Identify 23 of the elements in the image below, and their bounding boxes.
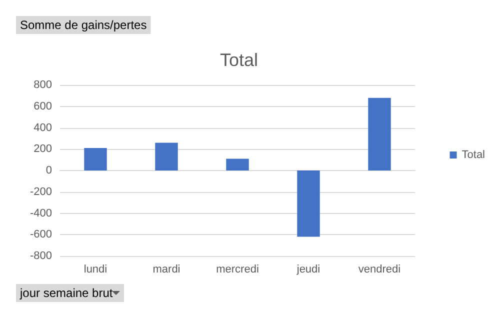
y-tick-label: -600 [30,228,52,241]
bar [297,170,320,237]
bar [226,158,249,170]
legend-label: Total [462,149,486,161]
x-tick-label: jeudi [296,264,320,276]
y-tick-label: -400 [30,207,52,220]
y-tick-label: 400 [34,122,52,134]
x-axis-title: jour semaine brut [19,286,114,300]
x-tick-label: lundi [84,264,108,276]
chart-title: Total [220,50,258,70]
y-tick-label: -200 [30,186,52,198]
x-tick-label: vendredi [358,264,401,276]
x-tick-label: mardi [152,264,180,276]
y-axis-title: Somme de gains/pertes [20,18,147,32]
y-tick-label: 200 [34,143,52,156]
bar [84,148,107,170]
bar [368,98,391,170]
y-tick-label: 800 [34,79,52,91]
y-tick-label: 0 [46,164,52,176]
x-tick-label: mercredi [216,264,259,276]
y-tick-label: 600 [34,100,52,112]
bar [155,142,178,170]
y-tick-label: -800 [30,250,52,262]
